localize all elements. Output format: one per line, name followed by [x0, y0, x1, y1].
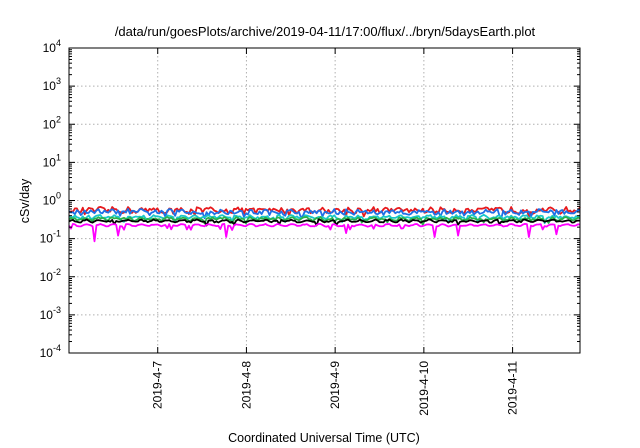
x-tick-label: 2019-4-7	[151, 361, 165, 409]
series-line	[68, 207, 581, 220]
y-tick-label: 100	[43, 191, 61, 208]
series-line	[68, 216, 581, 227]
y-tick-label: 10-1	[40, 229, 61, 246]
series-line	[68, 222, 581, 243]
y-axis-label: cSv/day	[18, 178, 32, 223]
axis-ticks	[69, 47, 580, 354]
x-tick-label: 2019-4-11	[506, 361, 520, 415]
y-tick-label: 104	[43, 38, 61, 55]
series-line	[68, 205, 581, 218]
x-tick-labels: 2019-4-7 2019-4-8 2019-4-9 2019-4-10 2019-4-…	[151, 361, 520, 416]
y-tick-label: 101	[43, 152, 61, 169]
grid-lines	[69, 48, 580, 353]
y-tick-label: 103	[43, 76, 61, 93]
series-line	[68, 218, 580, 227]
y-tick-label: 10-3	[40, 305, 61, 322]
y-tick-label: 10-2	[40, 267, 61, 284]
x-tick-label: 2019-4-9	[328, 361, 342, 409]
y-tick-label: 102	[43, 114, 61, 131]
x-tick-label: 2019-4-8	[239, 361, 253, 409]
x-axis-label: Coordinated Universal Time (UTC)	[228, 431, 420, 445]
data-series	[68, 205, 581, 243]
x-tick-label: 2019-4-10	[417, 361, 431, 416]
chart-title: /data/run/goesPlots/archive/2019-04-11/1…	[115, 24, 536, 39]
y-tick-label: 10-4	[40, 343, 61, 360]
y-tick-labels: 10-4 10-3 10-2 10-1 100 101 102 103 104	[40, 38, 61, 360]
